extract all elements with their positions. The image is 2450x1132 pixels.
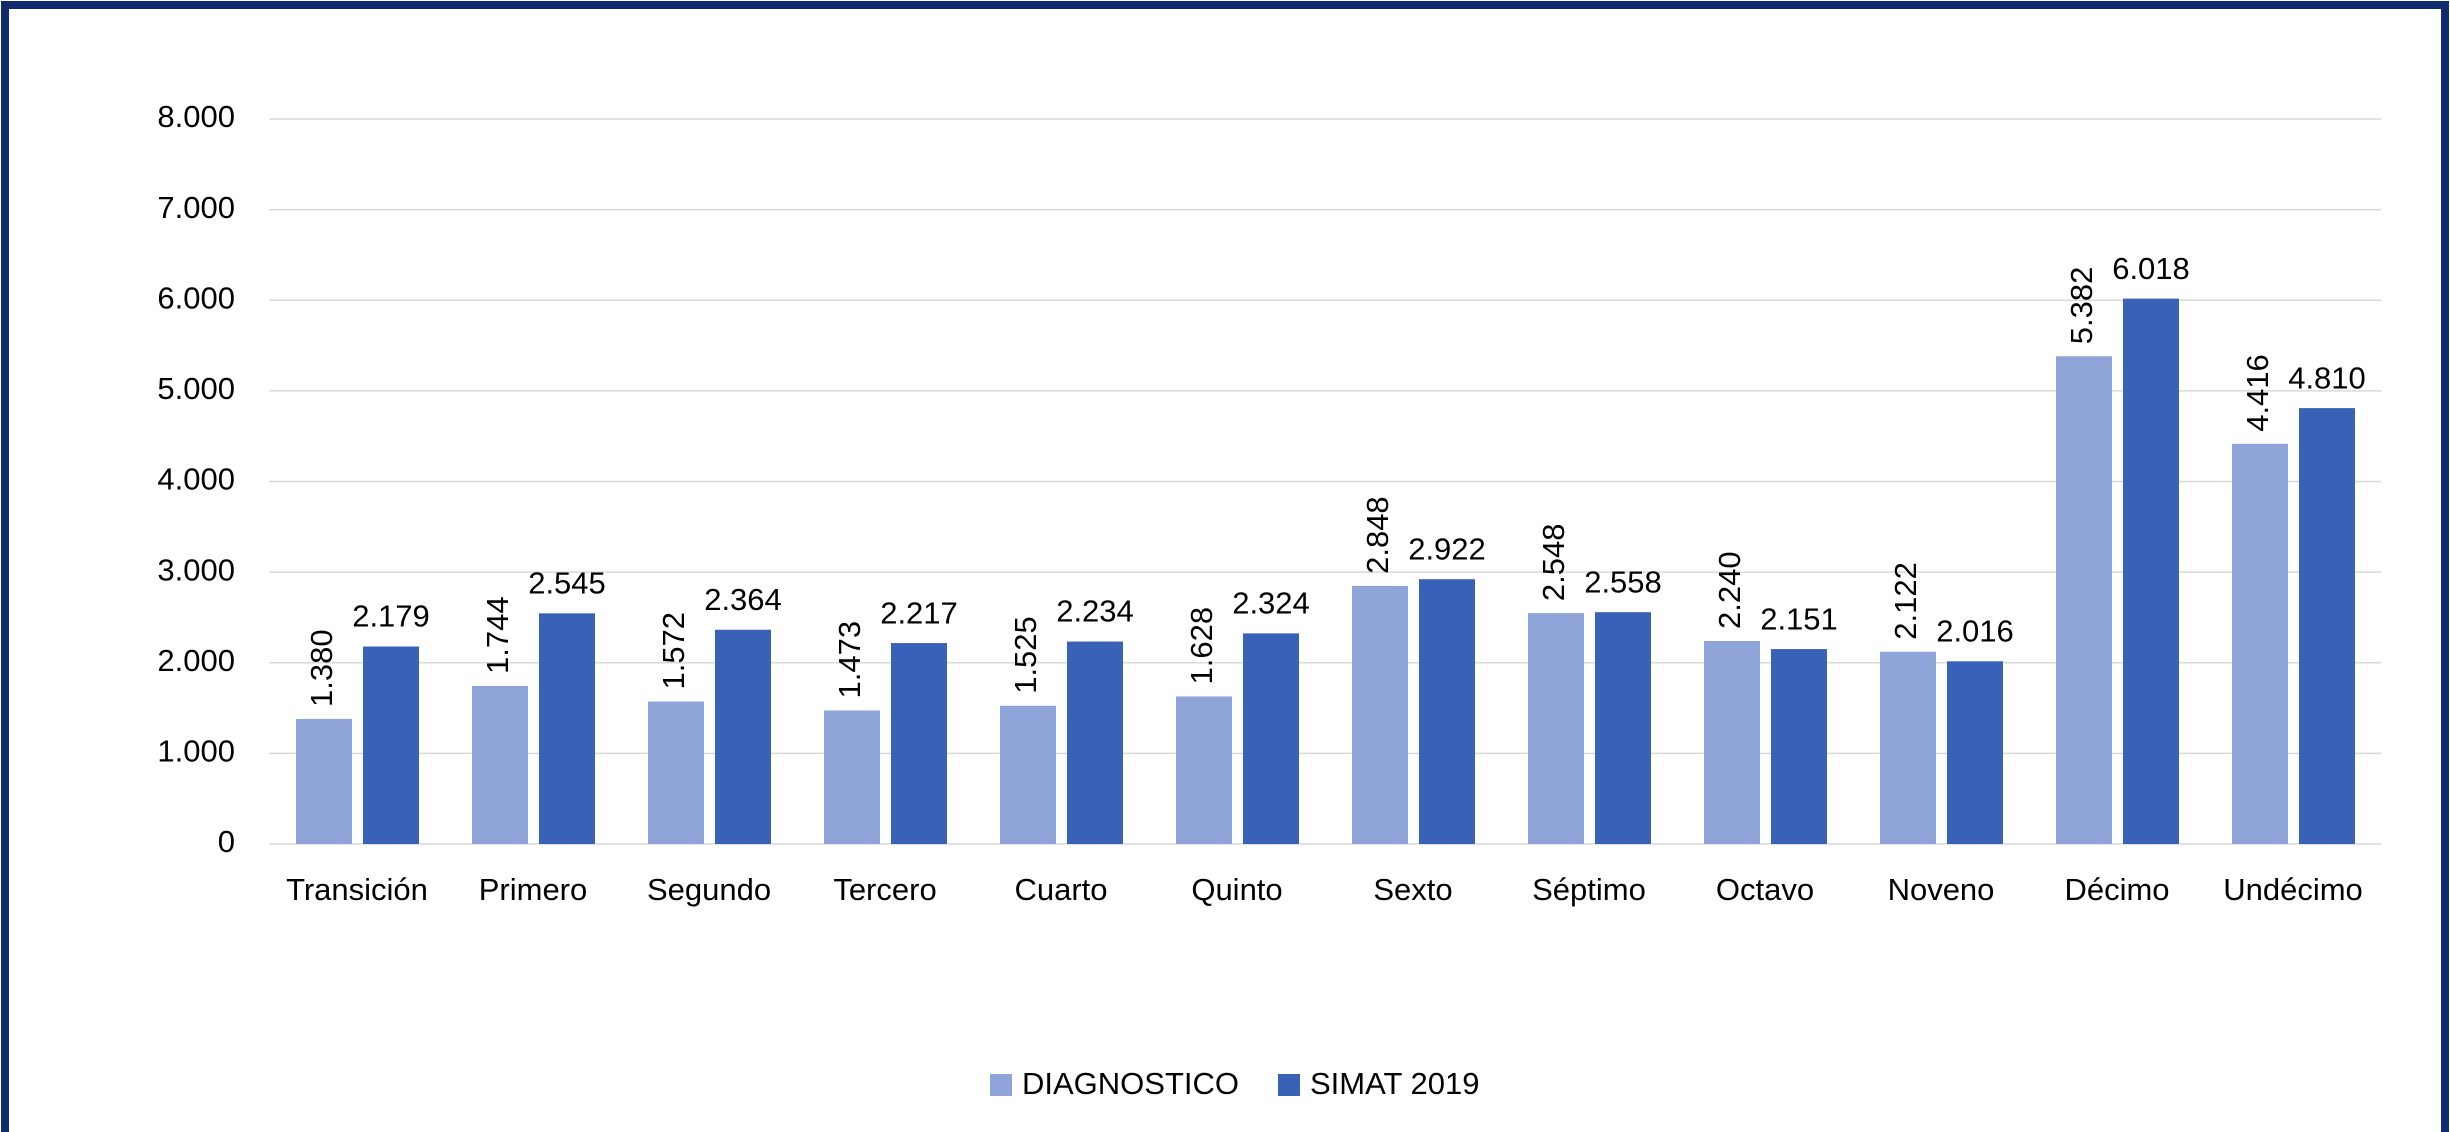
y-tick-label: 3.000 bbox=[157, 552, 235, 587]
value-label: 2.922 bbox=[1408, 531, 1486, 566]
value-label: 2.179 bbox=[352, 599, 430, 634]
y-tick-label: 1.000 bbox=[157, 734, 235, 769]
bar bbox=[1704, 641, 1760, 844]
value-label: 1.572 bbox=[656, 612, 691, 690]
legend-swatch bbox=[990, 1074, 1012, 1096]
value-label: 2.558 bbox=[1584, 564, 1662, 599]
bar bbox=[472, 685, 528, 844]
x-tick-label: Sexto bbox=[1373, 872, 1452, 907]
bar bbox=[715, 629, 771, 844]
value-label: 2.324 bbox=[1232, 586, 1310, 621]
value-label: 5.382 bbox=[2064, 267, 2099, 345]
bar bbox=[2123, 298, 2179, 844]
value-label: 4.810 bbox=[2288, 360, 2366, 395]
legend-label: SIMAT 2019 bbox=[1310, 1066, 1479, 1101]
x-tick-label: Segundo bbox=[647, 872, 771, 907]
x-tick-label: Undécimo bbox=[2223, 872, 2363, 907]
y-tick-label: 4.000 bbox=[157, 462, 235, 497]
y-tick-label: 0 bbox=[218, 824, 235, 859]
bar bbox=[1000, 705, 1056, 844]
bar bbox=[1880, 651, 1936, 844]
bar bbox=[1528, 613, 1584, 844]
value-label: 2.016 bbox=[1936, 613, 2014, 648]
value-label: 2.234 bbox=[1056, 594, 1134, 629]
bar bbox=[539, 613, 595, 844]
value-label: 2.217 bbox=[880, 595, 958, 630]
y-tick-label: 7.000 bbox=[157, 190, 235, 225]
bar bbox=[1067, 641, 1123, 844]
value-label: 4.416 bbox=[2240, 354, 2275, 432]
bar bbox=[1352, 585, 1408, 844]
bar bbox=[1419, 579, 1475, 844]
value-label: 6.018 bbox=[2112, 251, 2190, 286]
value-label: 1.380 bbox=[304, 629, 339, 707]
x-tick-label: Primero bbox=[479, 872, 588, 907]
x-tick-label: Cuarto bbox=[1014, 872, 1107, 907]
bar bbox=[296, 718, 352, 844]
bar bbox=[1243, 633, 1299, 844]
y-tick-label: 6.000 bbox=[157, 280, 235, 315]
bar bbox=[363, 646, 419, 844]
legend-swatch bbox=[1278, 1074, 1300, 1096]
y-tick-label: 2.000 bbox=[157, 643, 235, 678]
value-label: 2.548 bbox=[1536, 524, 1571, 602]
value-label: 1.628 bbox=[1184, 607, 1219, 685]
value-label: 2.240 bbox=[1712, 551, 1747, 629]
bar bbox=[2056, 356, 2112, 844]
x-tick-label: Quinto bbox=[1191, 872, 1282, 907]
value-label: 2.151 bbox=[1760, 601, 1838, 636]
bar bbox=[1771, 649, 1827, 844]
y-tick-label: 8.000 bbox=[157, 99, 235, 134]
bar bbox=[2232, 443, 2288, 844]
value-label: 1.473 bbox=[832, 621, 867, 699]
bar bbox=[2299, 408, 2355, 844]
x-tick-label: Séptimo bbox=[1532, 872, 1646, 907]
x-tick-label: Octavo bbox=[1716, 872, 1814, 907]
x-tick-label: Décimo bbox=[2064, 872, 2169, 907]
x-tick-label: Noveno bbox=[1888, 872, 1995, 907]
value-label: 1.744 bbox=[480, 596, 515, 674]
value-label: 2.848 bbox=[1360, 496, 1395, 574]
y-tick-label: 5.000 bbox=[157, 371, 235, 406]
bar bbox=[1947, 661, 2003, 844]
value-label: 1.525 bbox=[1008, 616, 1043, 694]
x-tick-label: Tercero bbox=[833, 872, 936, 907]
bar bbox=[1176, 696, 1232, 844]
value-label: 2.122 bbox=[1888, 562, 1923, 640]
legend-label: DIAGNOSTICO bbox=[1022, 1066, 1239, 1101]
x-tick-label: Transición bbox=[286, 872, 428, 907]
bar bbox=[648, 701, 704, 844]
value-label: 2.364 bbox=[704, 582, 782, 617]
bar bbox=[1595, 612, 1651, 844]
value-label: 2.545 bbox=[528, 566, 606, 601]
bar bbox=[824, 710, 880, 844]
bar bbox=[891, 643, 947, 844]
